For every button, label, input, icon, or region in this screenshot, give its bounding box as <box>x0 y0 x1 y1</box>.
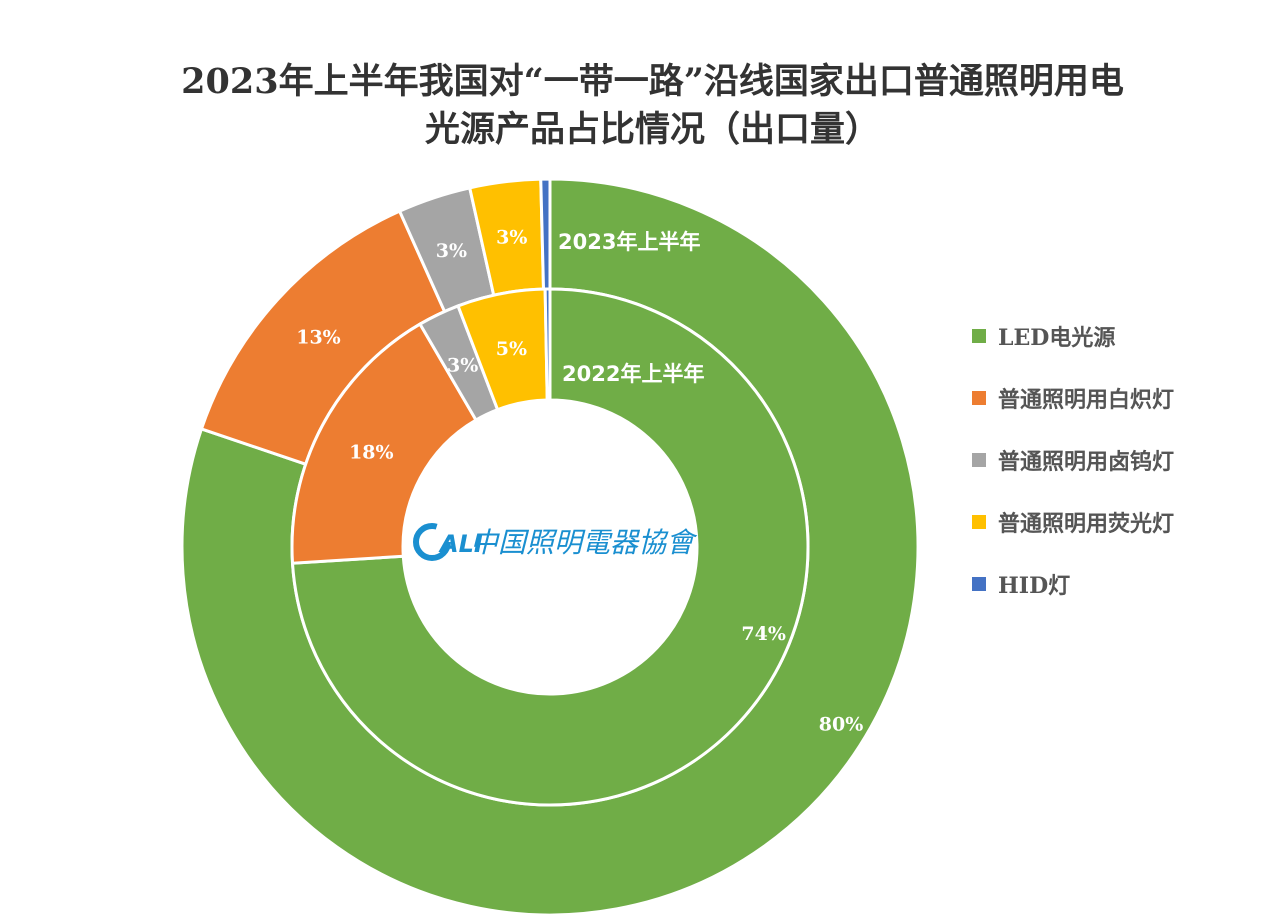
legend-swatch <box>972 515 986 529</box>
slice-inner-1 <box>290 322 479 565</box>
slice-outer-4 <box>539 177 552 291</box>
svg-text:中国照明電器協會: 中国照明電器協會 <box>470 526 698 559</box>
chart-title: 2023年上半年我国对“一带一路”沿线国家出口普通照明用电 光源产品占比情况（出… <box>0 58 1262 154</box>
data-label-outer-0: 80% <box>819 714 864 736</box>
series-label-outer: 2023年上半年 <box>558 230 700 254</box>
legend-item: 普通照明用卤钨灯 <box>972 429 1174 491</box>
legend-item: 普通照明用白炽灯 <box>972 367 1174 429</box>
legend-item: 普通照明用荧光灯 <box>972 491 1174 553</box>
legend-label: HID灯 <box>998 573 1071 599</box>
legend-item: LED电光源 <box>972 305 1174 367</box>
data-label-inner-3: 5% <box>496 338 527 360</box>
slice-inner-0 <box>290 287 810 807</box>
cali-logo: ALI 中国照明電器協會 <box>413 523 698 561</box>
legend-label: 普通照明用白炽灯 <box>998 387 1175 413</box>
legend-label: 普通照明用卤钨灯 <box>998 449 1175 475</box>
data-label-inner-2: 3% <box>447 354 478 376</box>
legend-swatch <box>972 453 986 467</box>
legend-swatch <box>972 329 986 343</box>
title-line-1: 2023年上半年我国对“一带一路”沿线国家出口普通照明用电 <box>181 61 1124 102</box>
legend: LED电光源普通照明用白炽灯 普通照明用卤钨灯 普通照明用荧光灯 HID灯 <box>972 305 1174 615</box>
title-line-2: 光源产品占比情况（出口量） <box>424 109 880 150</box>
data-label-outer-2: 3% <box>436 240 467 262</box>
slice-inner-4 <box>543 287 552 402</box>
legend-item: HID灯 <box>972 553 1174 615</box>
data-label-outer-3: 3% <box>496 226 527 248</box>
legend-swatch <box>972 391 986 405</box>
legend-swatch <box>972 577 986 591</box>
data-label-inner-0: 74% <box>741 623 786 645</box>
series-label-inner: 2022年上半年 <box>562 362 704 386</box>
legend-label: 普通照明用荧光灯 <box>998 511 1175 537</box>
svg-text:ALI: ALI <box>438 530 483 558</box>
data-label-inner-1: 18% <box>349 442 394 464</box>
data-label-outer-1: 13% <box>296 326 341 348</box>
legend-label: LED电光源 <box>998 325 1116 351</box>
